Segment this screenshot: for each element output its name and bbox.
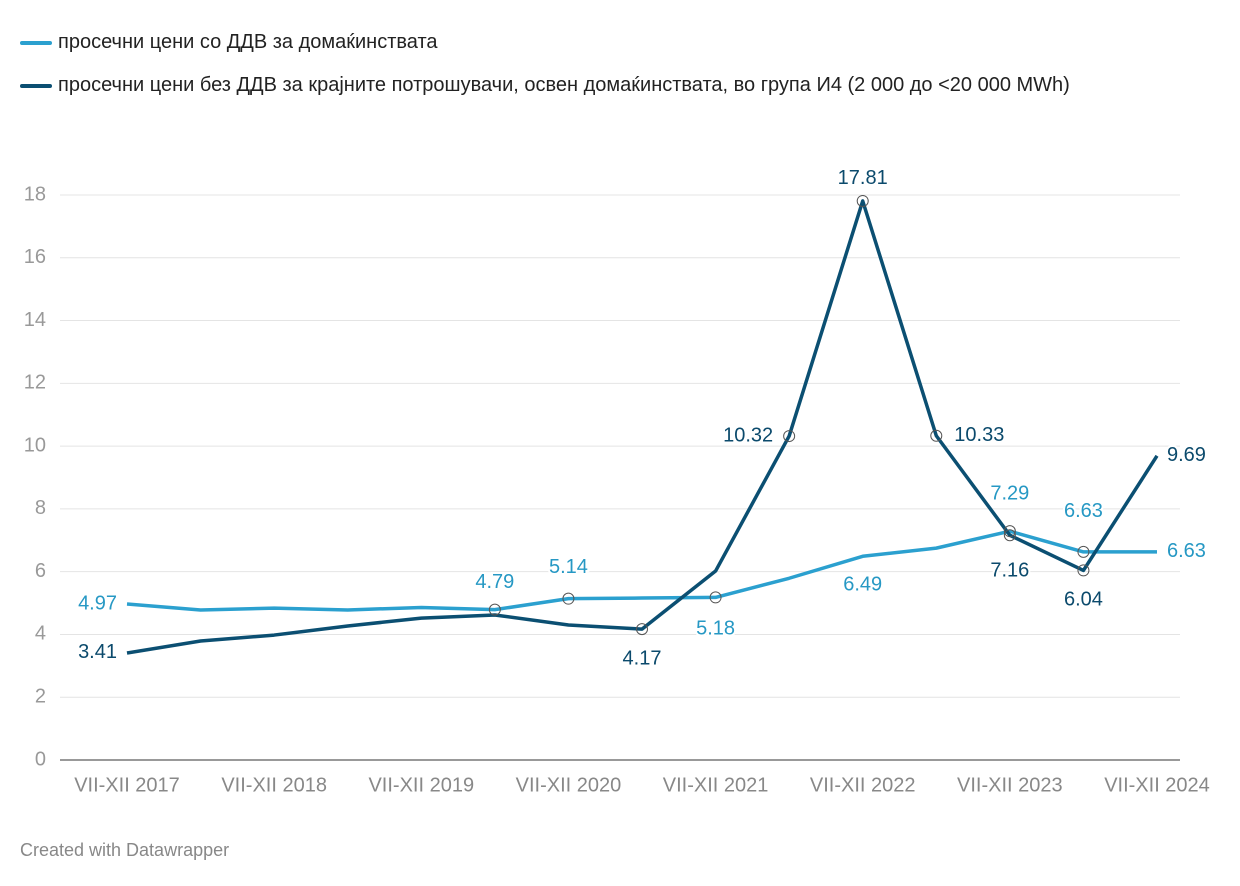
- legend-item: просечни цени без ДДВ за крајните потрош…: [20, 69, 1180, 102]
- data-label: 10.32: [723, 424, 773, 446]
- y-tick-label: 6: [35, 560, 46, 582]
- line: [126, 199, 1159, 655]
- legend-swatch: [20, 84, 52, 88]
- data-label: 17.81: [838, 167, 888, 189]
- x-tick-label: VII-XII 2023: [957, 774, 1063, 796]
- x-tick-label: VII-XII 2020: [516, 774, 622, 796]
- point-marker: [856, 194, 869, 207]
- data-label: 7.29: [990, 482, 1029, 504]
- y-tick-label: 18: [24, 183, 46, 205]
- point-marker: [930, 429, 943, 442]
- legend: просечни цени со ДДВ за домаќинствата про…: [20, 26, 1180, 112]
- data-label: 7.16: [990, 560, 1029, 582]
- x-tick-label: VII-XII 2018: [221, 774, 327, 796]
- y-tick-label: 0: [35, 748, 46, 770]
- data-label: 6.63: [1064, 500, 1103, 522]
- point-marker: [1077, 564, 1090, 577]
- legend-label: просечни цени без ДДВ за крајните потрош…: [58, 74, 1070, 96]
- y-tick-label: 2: [35, 686, 46, 708]
- legend-item: просечни цени со ДДВ за домаќинствата: [20, 26, 1180, 59]
- data-label: 3.41: [78, 641, 117, 663]
- legend-label: просечни цени со ДДВ за домаќинствата: [58, 31, 438, 53]
- point-marker: [709, 591, 722, 604]
- data-label: 6.49: [843, 574, 882, 596]
- point-marker: [636, 623, 648, 636]
- y-tick-label: 8: [35, 497, 46, 519]
- legend-swatch: [20, 41, 52, 45]
- point-marker: [1003, 529, 1016, 542]
- data-label: 6.04: [1064, 589, 1103, 611]
- y-tick-label: 4: [35, 623, 46, 645]
- point-marker: [783, 430, 796, 443]
- data-label: 6.63: [1167, 540, 1206, 562]
- point-marker: [562, 592, 575, 605]
- point-marker: [1003, 525, 1016, 538]
- x-tick-label: VII-XII 2019: [368, 774, 474, 796]
- y-tick-label: 10: [24, 434, 46, 456]
- data-label: 9.69: [1167, 444, 1206, 466]
- data-label: 10.33: [954, 424, 1004, 446]
- data-label: 5.18: [696, 618, 735, 640]
- data-label: 5.14: [549, 556, 588, 578]
- x-tick-label: VII-XII 2021: [663, 774, 769, 796]
- y-tick-label: 14: [24, 309, 46, 331]
- y-tick-label: 12: [24, 372, 46, 394]
- data-label: 4.17: [623, 647, 662, 669]
- point-marker: [488, 603, 501, 616]
- y-tick-label: 16: [24, 246, 46, 268]
- x-tick-label: VII-XII 2017: [74, 774, 180, 796]
- data-label: 4.79: [475, 571, 514, 593]
- footer: Created with Datawrapper: [20, 840, 230, 860]
- x-tick-label: VII-XII 2022: [810, 774, 916, 796]
- line: [126, 529, 1157, 612]
- point-marker: [1077, 545, 1090, 558]
- data-label: 4.97: [78, 592, 117, 614]
- x-tick-label: VII-XII 2024: [1104, 774, 1210, 796]
